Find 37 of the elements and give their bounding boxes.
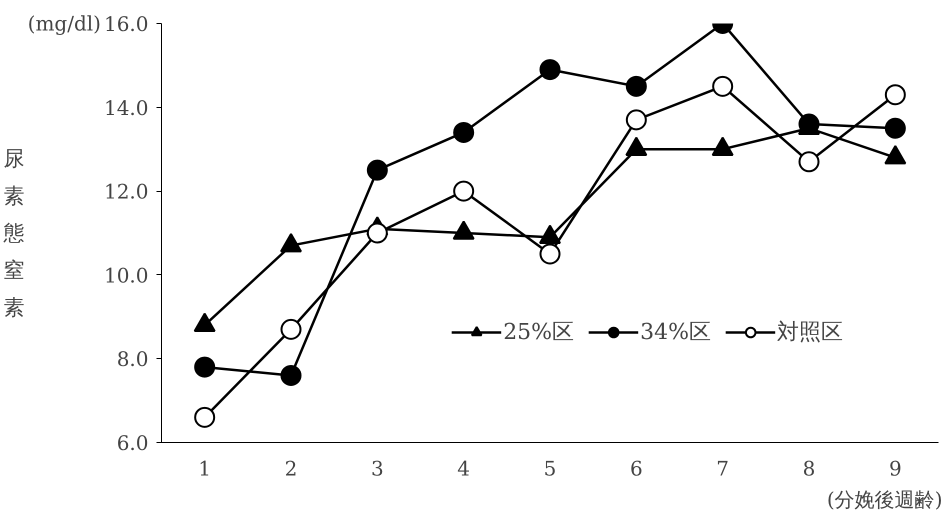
point [626, 109, 647, 130]
x-tick-label: 2 [284, 456, 298, 480]
x-tick-label: 5 [544, 456, 556, 480]
x-tick-label: 8 [802, 456, 816, 480]
point [366, 222, 388, 244]
text: (mg/dl) [28, 12, 101, 36]
y-tick-label: 8.0 [116, 347, 149, 372]
point [798, 151, 820, 172]
point [194, 356, 216, 378]
point [194, 406, 216, 428]
point [453, 180, 474, 202]
y-axis-title: 尿素態窒素 [2, 146, 24, 320]
point [453, 122, 474, 143]
x-tick-label: 6 [630, 456, 643, 480]
legend-label: 対照区 [777, 319, 843, 347]
y-tick-label: 14.0 [104, 96, 148, 120]
x-tick-label: 1 [198, 456, 212, 480]
point [712, 76, 734, 97]
point [884, 84, 906, 106]
point [540, 243, 560, 264]
point [626, 76, 647, 97]
x-axis-title: (分娩後週齢) [826, 488, 941, 512]
y-tick-label: 12.0 [104, 180, 148, 204]
point [366, 160, 388, 181]
point [280, 318, 302, 340]
x-tick-label: 3 [370, 456, 384, 480]
x-tick-label: 7 [716, 456, 730, 480]
y-tick-label: 6.0 [116, 431, 149, 455]
x-tick-label: 9 [888, 456, 902, 480]
y-tick-label: 16.0 [104, 12, 148, 36]
point [884, 118, 906, 139]
point [540, 59, 560, 80]
legend-label: 25%区 [503, 319, 574, 347]
point [280, 364, 302, 386]
y-tick-label: 10.0 [104, 263, 148, 288]
x-tick-label: 4 [457, 456, 470, 480]
legend-label: 34%区 [640, 319, 711, 347]
